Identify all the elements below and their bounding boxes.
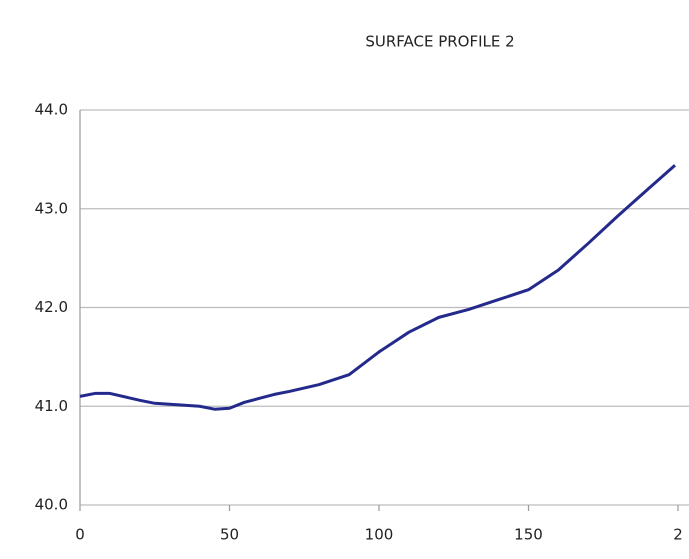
x-tick-label: 2 — [673, 526, 683, 544]
y-tick-label: 40.0 — [35, 496, 68, 514]
x-tick-label: 150 — [514, 526, 543, 544]
y-tick-label: 42.0 — [35, 298, 68, 316]
x-tick-label: 50 — [220, 526, 239, 544]
y-tick-label: 44.0 — [35, 101, 68, 119]
chart-title: SURFACE PROFILE 2 — [365, 33, 514, 51]
x-tick-label: 0 — [75, 526, 85, 544]
line — [79, 164, 677, 411]
x-tick-label: 100 — [365, 526, 394, 544]
y-tick-label: 43.0 — [35, 199, 68, 217]
y-tick-label: 41.0 — [35, 397, 68, 415]
